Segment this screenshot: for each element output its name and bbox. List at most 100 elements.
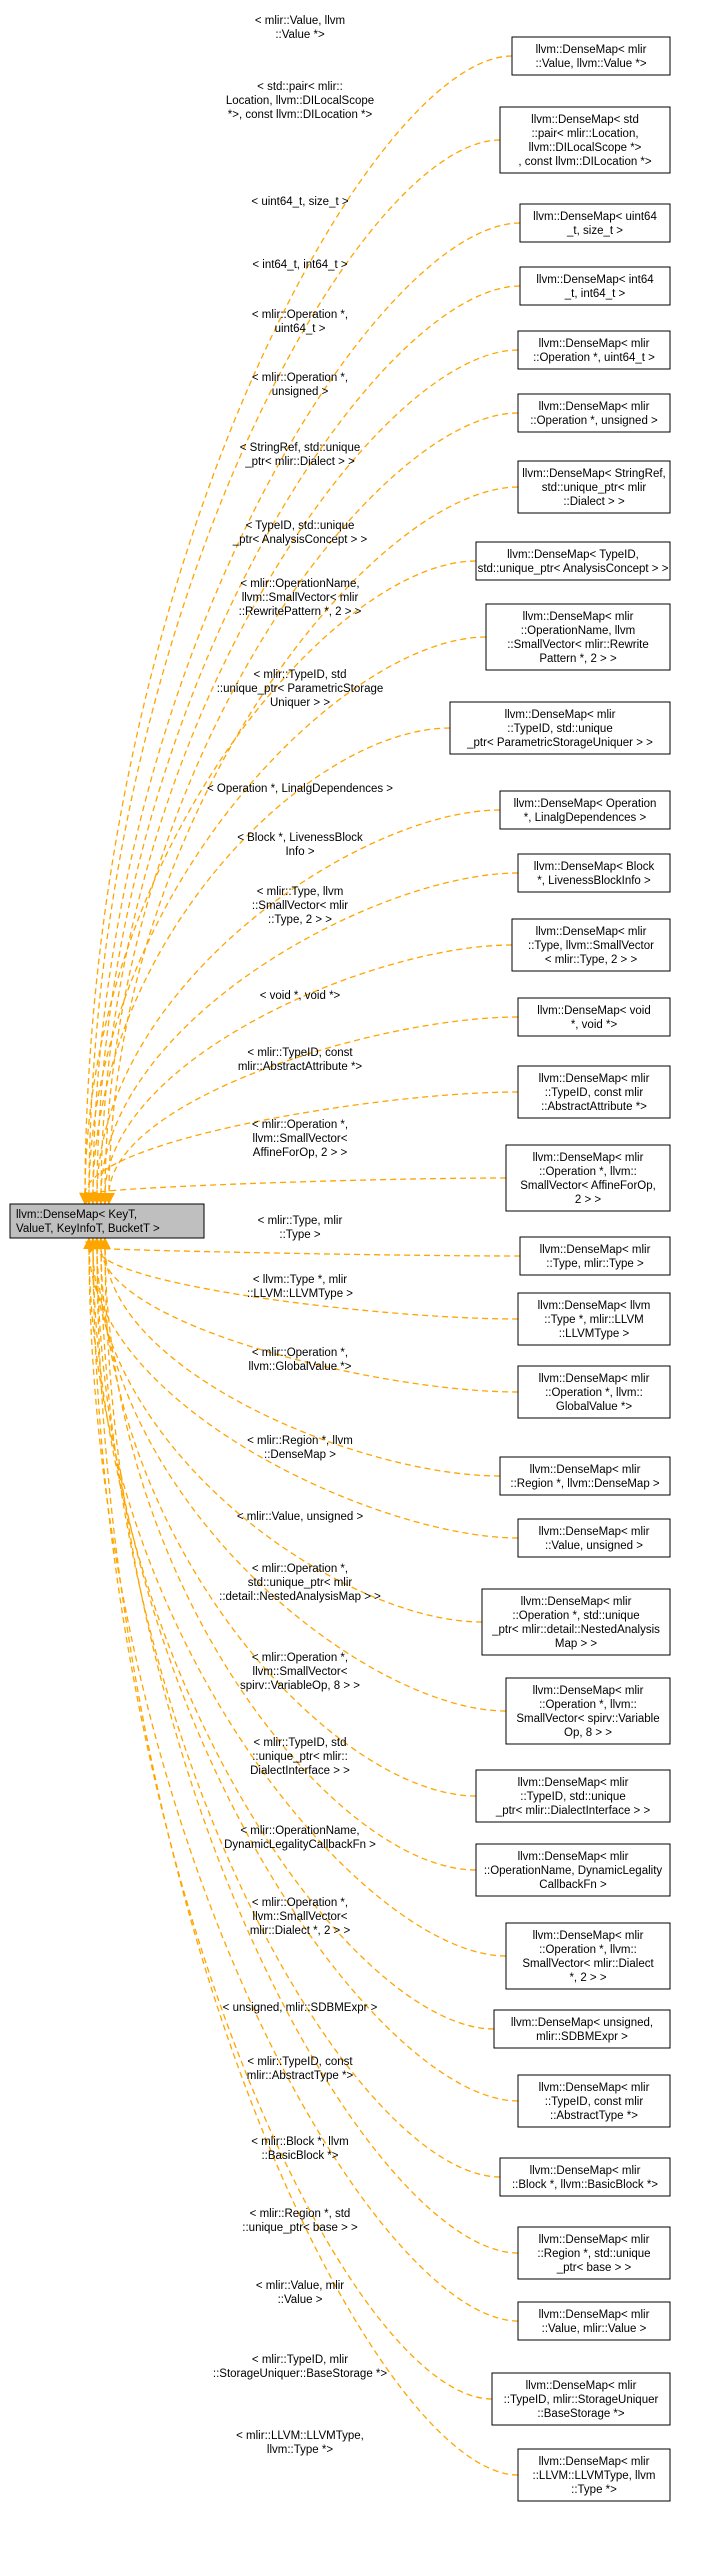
edge-label-line: spirv::VariableOp, 8 > > xyxy=(240,1680,360,1692)
child-node-5[interactable]: llvm::DenseMap< mlir::Operation *, uint6… xyxy=(517,330,671,370)
child-node-30[interactable]: llvm::DenseMap< mlir::Region *, std::uni… xyxy=(517,2226,671,2280)
child-node-line: ::Type *> xyxy=(571,2484,617,2496)
child-node-21[interactable]: llvm::DenseMap< mlir::Value, unsigned > xyxy=(517,1518,671,1558)
child-node-13[interactable]: llvm::DenseMap< mlir::Type, llvm::SmallV… xyxy=(511,918,671,972)
child-node-line: llvm::DenseMap< Block xyxy=(534,861,655,873)
child-node-8[interactable]: llvm::DenseMap< TypeID,std::unique_ptr< … xyxy=(475,541,671,581)
child-node-line: std::unique_ptr< AnalysisConcept > > xyxy=(478,563,669,575)
inheritance-edge-5 xyxy=(95,349,519,1205)
edge-label-1: < mlir::Value, llvm::Value *> xyxy=(255,15,345,41)
edge-label-line: ::LLVM::LLVMType > xyxy=(247,1288,353,1300)
child-node-26[interactable]: llvm::DenseMap< mlir::Operation *, llvm:… xyxy=(505,1922,671,1990)
child-node-9[interactable]: llvm::DenseMap< mlir::OperationName, llv… xyxy=(485,603,671,671)
child-node-line: llvm::DenseMap< mlir xyxy=(539,1526,650,1538)
child-node-box xyxy=(517,853,671,893)
child-node-29[interactable]: llvm::DenseMap< mlir::Block *, llvm::Bas… xyxy=(499,2157,671,2197)
edge-label-23: < mlir::Operation *,llvm::SmallVector<sp… xyxy=(240,1652,360,1692)
edge-label-line: DialectInterface > > xyxy=(250,1765,350,1777)
child-node-line: *, LivenessBlockInfo > xyxy=(537,875,651,887)
child-node-20[interactable]: llvm::DenseMap< mlir::Region *, llvm::De… xyxy=(499,1456,671,1496)
edge-label-line: < mlir::Region *, std xyxy=(250,2208,351,2220)
child-node-line: < mlir::Type, 2 > > xyxy=(545,954,638,966)
child-node-22[interactable]: llvm::DenseMap< mlir::Operation *, std::… xyxy=(481,1588,671,1656)
edge-label-line: ::RewritePattern *, 2 > > xyxy=(239,606,362,618)
child-node-7[interactable]: llvm::DenseMap< StringRef,std::unique_pt… xyxy=(517,460,671,514)
child-node-line: llvm::DenseMap< void xyxy=(537,1005,650,1017)
child-node-18[interactable]: llvm::DenseMap< llvm::Type *, mlir::LLVM… xyxy=(517,1292,671,1346)
edge-label-line: < mlir::Block *, llvm xyxy=(251,2136,348,2148)
edge-label-12: < Block *, LivenessBlock Info > xyxy=(237,832,363,858)
child-node-line: ::OperationName, llvm xyxy=(521,625,635,637)
inheritance-edge-32 xyxy=(87,1237,493,2400)
child-node-box xyxy=(499,790,671,830)
child-node-4[interactable]: llvm::DenseMap< int64_t, int64_t > xyxy=(519,266,671,306)
child-node-19[interactable]: llvm::DenseMap< mlir::Operation *, llvm:… xyxy=(517,1365,671,1419)
child-node-11[interactable]: llvm::DenseMap< Operation*, LinalgDepend… xyxy=(499,790,671,830)
child-node-line: ::Value, unsigned > xyxy=(545,1540,643,1552)
edge-label-line: < mlir::TypeID, const xyxy=(247,1047,353,1059)
edge-label-line: _ptr< mlir::Dialect > > xyxy=(244,456,355,468)
child-node-10[interactable]: llvm::DenseMap< mlir::TypeID, std::uniqu… xyxy=(449,701,671,755)
edge-label-line: std::unique_ptr< mlir xyxy=(248,1577,353,1589)
child-node-box xyxy=(517,1518,671,1558)
edge-label-16: < mlir::Operation *,llvm::SmallVector<Af… xyxy=(252,1119,348,1159)
child-node-line: llvm::DenseMap< mlir xyxy=(505,709,616,721)
child-node-line: ::Value, llvm::Value *> xyxy=(535,58,646,70)
edge-label-2: < std::pair< mlir::Location, llvm::DILoc… xyxy=(226,81,374,121)
edge-label-3: < uint64_t, size_t > xyxy=(251,196,348,208)
child-node-28[interactable]: llvm::DenseMap< mlir::TypeID, const mlir… xyxy=(517,2074,671,2128)
edge-label-line: ::Type, 2 > > xyxy=(268,914,332,926)
child-node-14[interactable]: llvm::DenseMap< void*, void *> xyxy=(517,997,671,1037)
child-node-25[interactable]: llvm::DenseMap< mlir::OperationName, Dyn… xyxy=(475,1843,671,1897)
child-node-line: mlir::SDBMExpr > xyxy=(536,2031,628,2043)
edge-label-line: < mlir::Value, llvm xyxy=(255,15,345,27)
child-node-box xyxy=(449,701,671,755)
nodes-layer: llvm::DenseMap< mlir::Value, llvm::Value… xyxy=(449,36,671,2502)
inheritance-edge-7 xyxy=(103,486,519,1205)
edge-label-line: mlir::AbstractType *> xyxy=(247,2070,354,2082)
child-node-3[interactable]: llvm::DenseMap< uint64_t, size_t > xyxy=(519,203,671,243)
edge-label-line: < unsigned, mlir::SDBMExpr > xyxy=(223,2002,378,2014)
child-node-box xyxy=(493,2009,671,2049)
child-node-6[interactable]: llvm::DenseMap< mlir::Operation *, unsig… xyxy=(517,393,671,433)
edges-layer xyxy=(79,55,521,2476)
edge-label-line: Info > xyxy=(285,846,314,858)
edge-label-21: < mlir::Value, unsigned > xyxy=(237,1511,364,1523)
edge-label-line: ::SmallVector< mlir xyxy=(252,900,348,912)
edge-label-line: Location, llvm::DILocalScope xyxy=(226,95,374,107)
child-node-24[interactable]: llvm::DenseMap< mlir::TypeID, std::uniqu… xyxy=(475,1769,671,1823)
child-node-box xyxy=(517,2448,671,2502)
edge-label-line: < Operation *, LinalgDependences > xyxy=(207,783,393,795)
inheritance-edge-4 xyxy=(91,285,521,1205)
child-node-23[interactable]: llvm::DenseMap< mlir::Operation *, llvm:… xyxy=(505,1677,671,1745)
child-node-2[interactable]: llvm::DenseMap< std::pair< mlir::Locatio… xyxy=(499,106,671,174)
child-node-line: ::LLVM::LLVMType, llvm xyxy=(533,2470,656,2482)
edge-label-line: ::Value > xyxy=(278,2294,323,2306)
child-node-line: llvm::DenseMap< mlir xyxy=(530,1464,641,1476)
inheritance-edge-19 xyxy=(95,1237,519,1393)
edge-label-19: < mlir::Operation *,llvm::GlobalValue *> xyxy=(248,1347,351,1373)
child-node-1[interactable]: llvm::DenseMap< mlir::Value, llvm::Value… xyxy=(511,36,671,76)
child-node-33[interactable]: llvm::DenseMap< mlir::LLVM::LLVMType, ll… xyxy=(517,2448,671,2502)
child-node-line: ::AbstractType *> xyxy=(550,2110,638,2122)
edge-label-line: < mlir::Type, llvm xyxy=(257,886,344,898)
edge-label-13: < mlir::Type, llvm::SmallVector< mlir::T… xyxy=(252,886,348,926)
child-node-15[interactable]: llvm::DenseMap< mlir::TypeID, const mlir… xyxy=(517,1065,671,1119)
child-node-27[interactable]: llvm::DenseMap< unsigned,mlir::SDBMExpr … xyxy=(493,2009,671,2049)
child-node-16[interactable]: llvm::DenseMap< mlir::Operation *, llvm:… xyxy=(505,1144,671,1212)
child-node-17[interactable]: llvm::DenseMap< mlir::Type, mlir::Type > xyxy=(519,1236,671,1276)
edge-label-line: < mlir::Operation *, xyxy=(252,309,348,321)
edge-label-25: < mlir::OperationName,DynamicLegalityCal… xyxy=(224,1825,376,1851)
child-node-12[interactable]: llvm::DenseMap< Block*, LivenessBlockInf… xyxy=(517,853,671,893)
child-node-line: SmallVector< AffineForOp, xyxy=(520,1180,656,1192)
child-node-31[interactable]: llvm::DenseMap< mlir::Value, mlir::Value… xyxy=(517,2301,671,2341)
child-node-line: ::AbstractAttribute *> xyxy=(541,1101,647,1113)
inheritance-edge-33 xyxy=(91,1237,519,2476)
edge-label-line: llvm::SmallVector< xyxy=(253,1666,348,1678)
child-node-line: ::TypeID, std::unique xyxy=(520,1791,625,1803)
edge-label-line: *>, const llvm::DILocation *> xyxy=(228,109,373,121)
child-node-32[interactable]: llvm::DenseMap< mlir::TypeID, mlir::Stor… xyxy=(491,2372,671,2426)
root-node-densemap[interactable]: llvm::DenseMap< KeyT, ValueT, KeyInfoT, … xyxy=(9,1203,205,1239)
child-node-box xyxy=(517,2074,671,2128)
edge-label-22: < mlir::Operation *,std::unique_ptr< mli… xyxy=(219,1563,381,1603)
